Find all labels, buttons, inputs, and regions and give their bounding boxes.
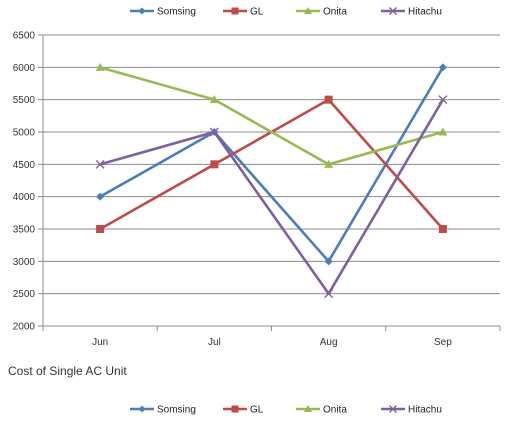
series-group xyxy=(95,62,448,299)
y-tick-label-3000: 3000 xyxy=(13,257,36,268)
y-tick-label-2000: 2000 xyxy=(13,322,36,333)
legend-top-item-somsing: Somsing xyxy=(130,7,196,18)
point-somsing-sep xyxy=(438,63,447,72)
legend-bottom-swatch-marker-hitachu xyxy=(389,405,397,413)
legend-top-item-onita: Onita xyxy=(296,7,347,18)
y-tick-label-6000: 6000 xyxy=(13,63,36,74)
legend-bottom-item-hitachu: Hitachu xyxy=(381,405,442,416)
legend-top-label-somsing: Somsing xyxy=(157,7,196,18)
y-tick-label-5500: 5500 xyxy=(13,95,36,106)
x-tick-label-aug: Aug xyxy=(320,337,338,348)
legend-bottom-swatch-marker-somsing xyxy=(138,405,146,413)
y-tick-label-4000: 4000 xyxy=(13,192,36,203)
legend-bottom-item-somsing: Somsing xyxy=(130,405,196,416)
legend-top-label-onita: Onita xyxy=(323,7,347,18)
y-tick-label-6500: 6500 xyxy=(13,31,36,42)
legend-top-label-gl: GL xyxy=(250,7,264,18)
point-onita-jul xyxy=(209,95,219,104)
axes xyxy=(42,35,500,327)
point-gl-aug xyxy=(324,95,333,104)
gridlines xyxy=(43,34,500,327)
legend-bottom-label-onita: Onita xyxy=(323,405,347,416)
legend-bottom-item-gl: GL xyxy=(223,405,264,416)
series-onita xyxy=(95,62,448,168)
chart-caption: Cost of Single AC Unit xyxy=(8,364,127,378)
series-hitachu xyxy=(95,95,448,299)
legend-bottom: Somsing GL Onita Hitachu xyxy=(130,405,442,416)
point-gl-sep xyxy=(438,225,447,233)
y-tick-label-5000: 5000 xyxy=(13,128,36,139)
series-line-hitachu xyxy=(99,99,444,295)
legend-top-swatch-marker-onita xyxy=(304,7,312,14)
point-gl-jul xyxy=(210,160,219,169)
point-hitachu-jul xyxy=(209,127,219,137)
point-somsing-aug xyxy=(324,257,333,266)
legend-top-swatch-marker-somsing xyxy=(138,7,146,15)
legend-top: Somsing GL Onita Hitachu xyxy=(130,7,442,18)
y-tick-label-3500: 3500 xyxy=(13,225,36,236)
legend-bottom-label-hitachu: Hitachu xyxy=(408,405,442,416)
x-tick-label-sep: Sep xyxy=(434,337,452,348)
point-onita-sep xyxy=(438,127,448,136)
point-hitachu-aug xyxy=(324,289,334,299)
legend-top-item-hitachu: Hitachu xyxy=(381,7,442,18)
point-onita-jun xyxy=(95,62,105,71)
legend-bottom-label-somsing: Somsing xyxy=(157,405,196,416)
point-gl-jun xyxy=(96,225,105,233)
legend-top-swatch-marker-hitachu xyxy=(389,7,397,15)
legend-bottom-swatch-marker-gl xyxy=(231,405,239,413)
y-tick-label-4500: 4500 xyxy=(13,160,36,171)
legend-top-item-gl: GL xyxy=(223,7,264,18)
legend-bottom-item-onita: Onita xyxy=(296,405,347,416)
y-axis-ticks: 2000 2500 3000 3500 4000 4500 5000 5500 6000 6500 xyxy=(13,31,43,333)
legend-bottom-swatch-marker-onita xyxy=(304,405,312,412)
legend-top-swatch-marker-gl xyxy=(231,7,239,15)
legend-bottom-label-gl: GL xyxy=(250,405,264,416)
point-hitachu-sep xyxy=(438,95,448,105)
x-axis-ticks: Jun Jul Aug Sep xyxy=(42,326,501,348)
y-tick-label-2500: 2500 xyxy=(13,289,36,300)
x-tick-label-jul: Jul xyxy=(208,337,221,348)
series-line-onita xyxy=(99,66,444,166)
point-hitachu-jun xyxy=(95,159,105,169)
legend-top-label-hitachu: Hitachu xyxy=(408,7,442,18)
point-somsing-jun xyxy=(96,192,105,201)
point-onita-aug xyxy=(324,159,334,168)
x-tick-label-jun: Jun xyxy=(92,337,108,348)
